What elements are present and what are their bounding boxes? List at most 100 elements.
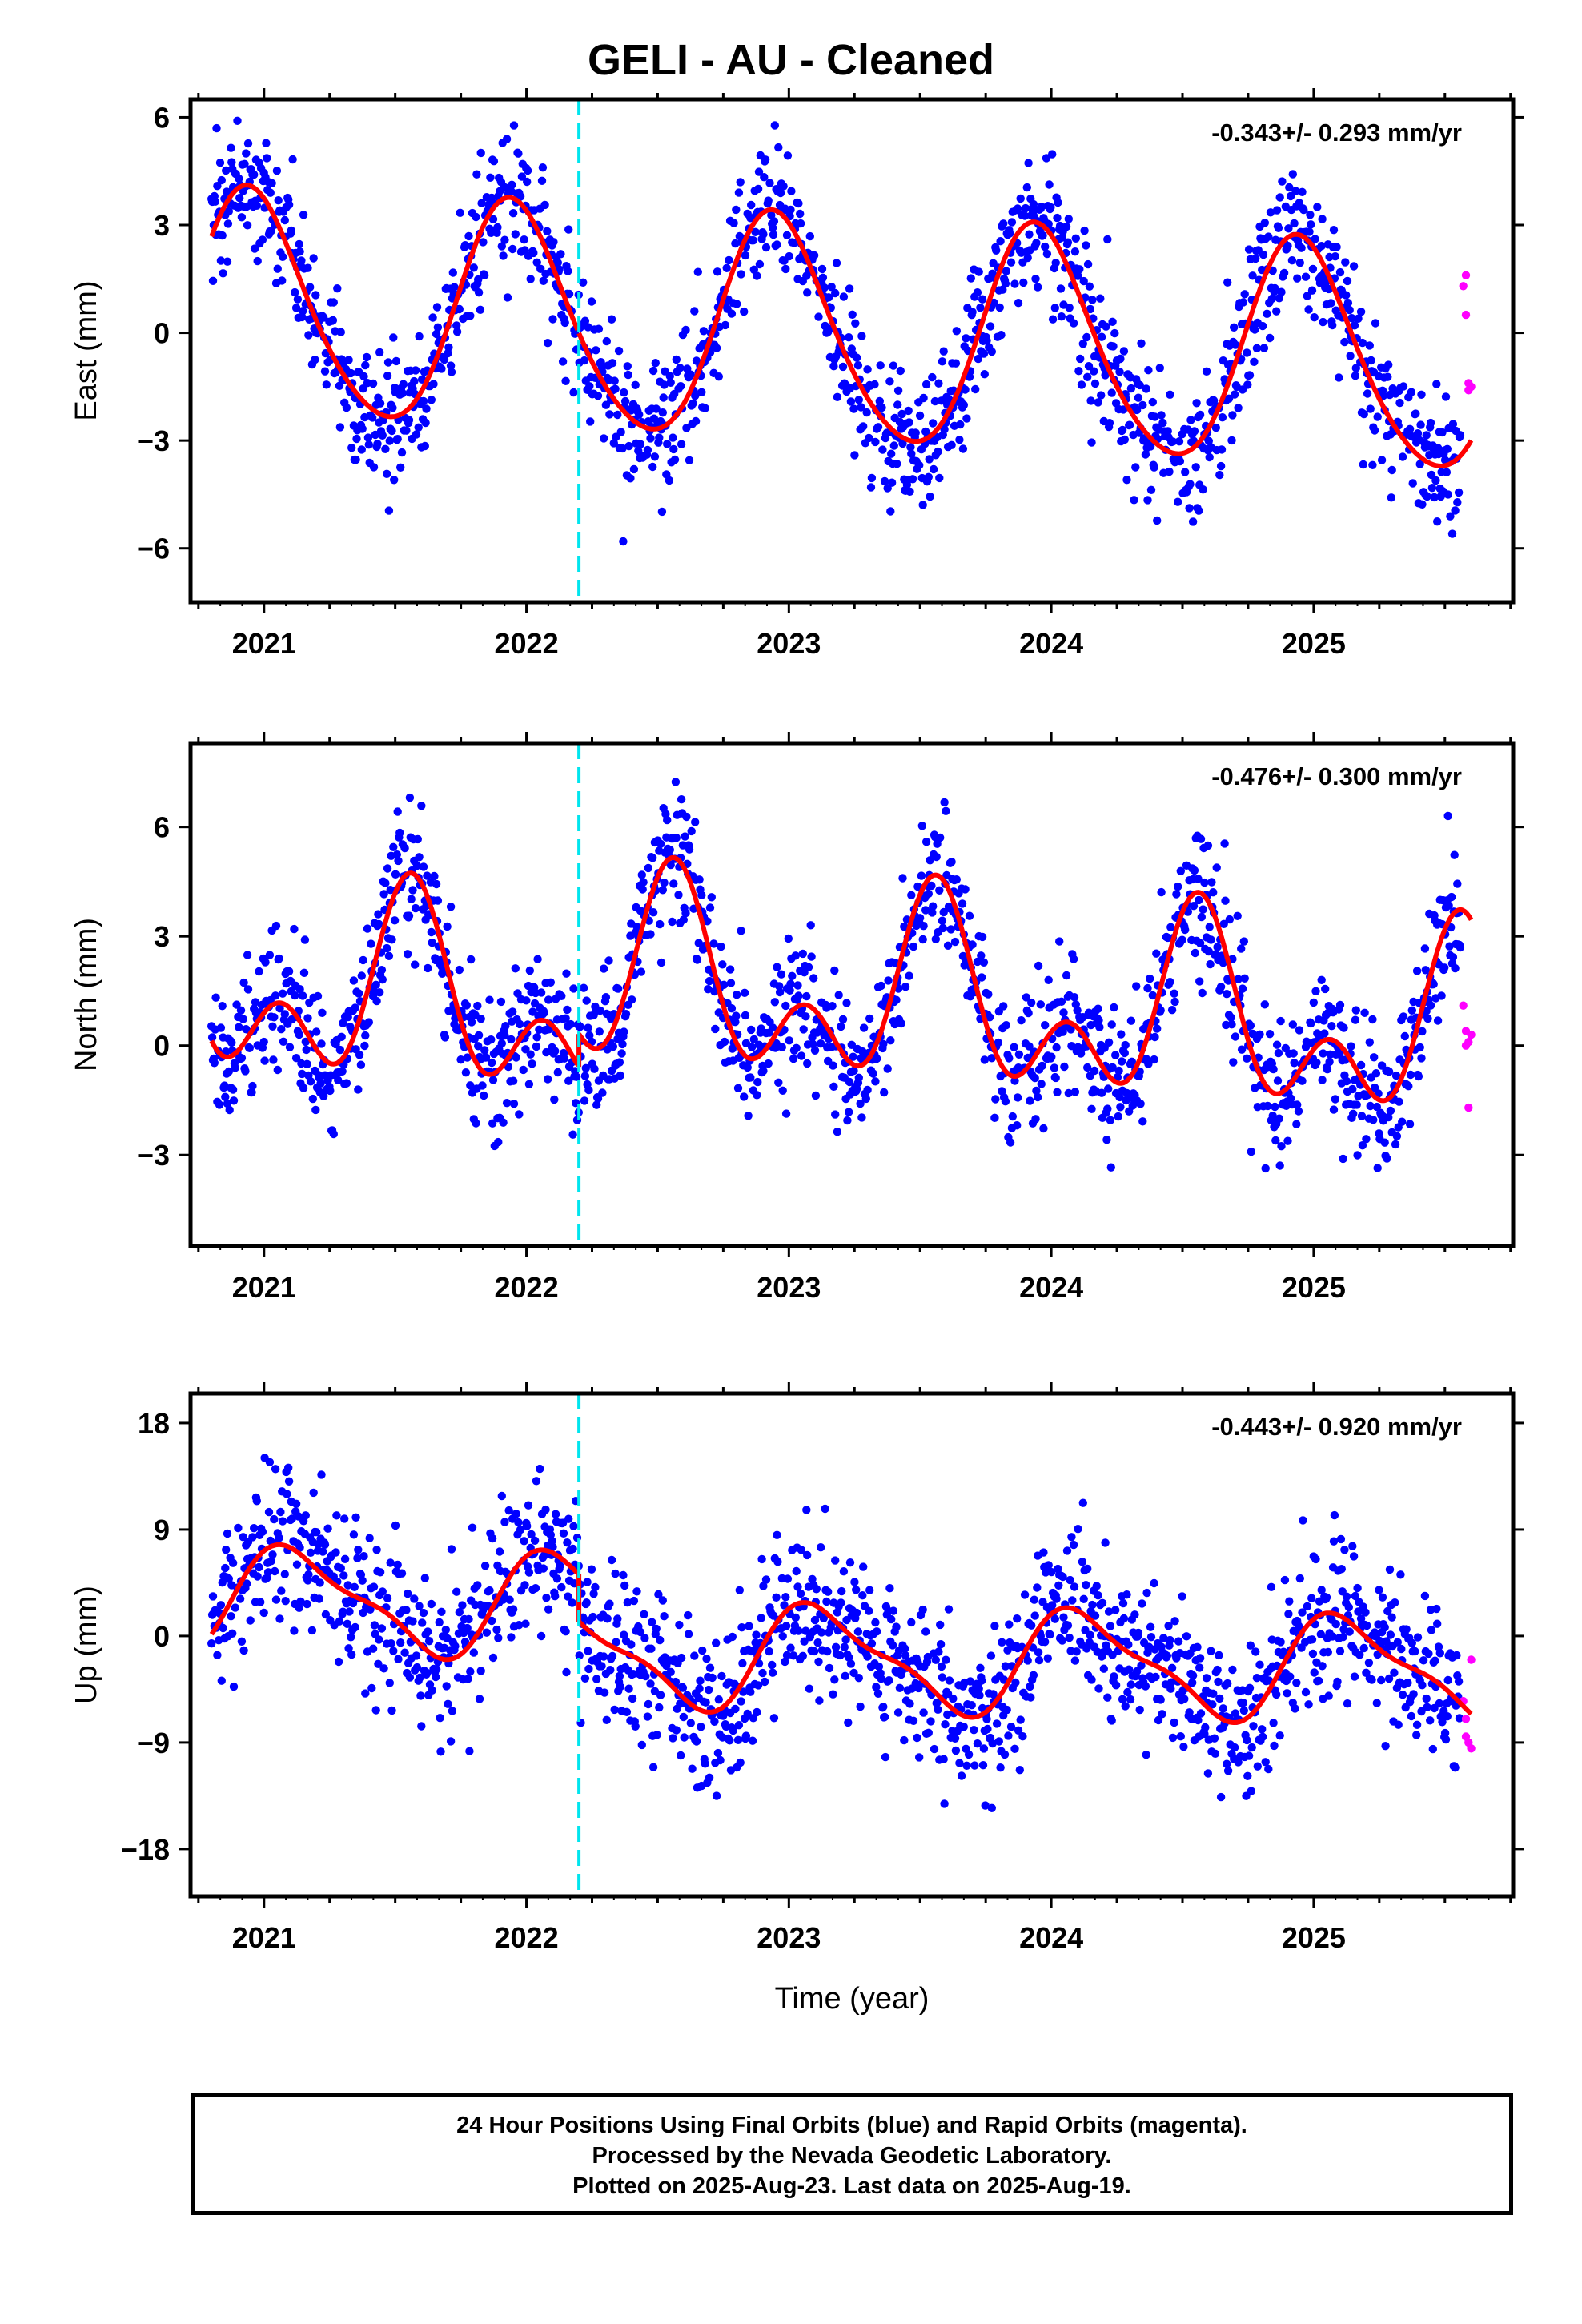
- final-orbit-point: [485, 995, 494, 1004]
- final-orbit-point: [1366, 1101, 1375, 1111]
- final-orbit-point: [791, 1613, 800, 1622]
- final-orbit-point: [845, 333, 853, 342]
- final-orbit-point: [1206, 959, 1215, 969]
- final-orbit-point: [832, 259, 841, 267]
- final-orbit-point: [271, 991, 280, 1000]
- final-orbit-point: [1286, 191, 1295, 201]
- final-orbit-point: [270, 1514, 279, 1524]
- final-orbit-point: [284, 967, 294, 976]
- final-orbit-point: [399, 380, 408, 388]
- final-orbit-point: [1245, 1683, 1255, 1692]
- final-orbit-point: [650, 452, 660, 461]
- final-orbit-point: [936, 833, 945, 842]
- final-orbit-point: [1211, 1749, 1220, 1758]
- final-orbit-point: [1316, 1630, 1326, 1639]
- final-orbit-point: [316, 1079, 325, 1088]
- final-orbit-point: [309, 254, 318, 263]
- final-orbit-point: [1181, 925, 1190, 935]
- final-orbit-point: [644, 1699, 652, 1709]
- final-orbit-point: [1340, 1546, 1349, 1554]
- final-orbit-point: [1207, 878, 1216, 887]
- final-orbit-point: [747, 1043, 757, 1051]
- final-orbit-point: [1298, 1608, 1307, 1617]
- final-orbit-point: [318, 1008, 327, 1018]
- final-orbit-point: [1153, 1024, 1162, 1033]
- final-orbit-point: [731, 1704, 740, 1714]
- final-orbit-point: [911, 428, 920, 437]
- final-orbit-point: [237, 213, 247, 222]
- final-orbit-point: [364, 440, 373, 449]
- final-orbit-point: [539, 1564, 548, 1573]
- final-orbit-point: [494, 1634, 503, 1642]
- final-orbit-point: [1052, 1594, 1061, 1603]
- final-orbit-point: [309, 1488, 318, 1498]
- final-orbit-point: [304, 1570, 313, 1579]
- final-orbit-point: [829, 1082, 838, 1092]
- final-orbit-point: [228, 1629, 237, 1638]
- final-orbit-point: [361, 360, 370, 370]
- final-orbit-point: [704, 985, 713, 994]
- final-orbit-point: [553, 1068, 562, 1077]
- final-orbit-point: [919, 922, 928, 931]
- final-orbit-point: [824, 1587, 833, 1596]
- final-orbit-point: [1451, 506, 1460, 515]
- final-orbit-point: [478, 1081, 487, 1090]
- final-orbit-point: [1111, 1681, 1121, 1690]
- final-orbit-point: [1038, 1061, 1046, 1071]
- final-orbit-point: [778, 1086, 787, 1096]
- final-orbit-point: [979, 1744, 989, 1753]
- final-orbit-point: [741, 1011, 750, 1020]
- final-orbit-point: [349, 1530, 359, 1539]
- final-orbit-point: [1156, 1695, 1165, 1704]
- final-orbit-point: [942, 806, 950, 815]
- final-orbit-point: [1168, 437, 1178, 446]
- final-orbit-point: [377, 966, 387, 975]
- final-orbit-point: [1005, 1620, 1014, 1629]
- final-orbit-point: [1138, 1599, 1146, 1608]
- final-orbit-point: [769, 217, 779, 226]
- final-orbit-point: [1446, 512, 1455, 521]
- final-orbit-point: [1407, 388, 1416, 396]
- final-orbit-point: [945, 1676, 954, 1685]
- final-orbit-point: [557, 1582, 566, 1592]
- final-orbit-point: [596, 358, 605, 367]
- final-orbit-point: [1097, 1088, 1106, 1097]
- rapid-orbit-point: [1459, 282, 1468, 291]
- final-orbit-point: [892, 1622, 901, 1631]
- final-orbit-point: [1276, 1016, 1285, 1026]
- final-orbit-point: [1026, 1682, 1034, 1691]
- final-orbit-point: [222, 1546, 231, 1554]
- final-orbit-point: [802, 991, 811, 1001]
- final-orbit-point: [1055, 937, 1064, 946]
- final-orbit-point: [564, 225, 573, 234]
- final-orbit-point: [342, 1079, 351, 1088]
- final-orbit-point: [665, 846, 674, 854]
- final-orbit-point: [1027, 998, 1036, 1007]
- final-orbit-point: [1053, 1088, 1062, 1097]
- final-orbit-point: [368, 379, 378, 388]
- final-orbit-point: [620, 388, 628, 397]
- final-orbit-point: [1443, 1675, 1452, 1685]
- final-orbit-point: [1272, 206, 1282, 215]
- final-orbit-point: [757, 1614, 765, 1622]
- final-orbit-point: [1244, 245, 1254, 254]
- final-orbit-point: [1363, 1621, 1371, 1630]
- final-orbit-point: [402, 1606, 411, 1614]
- final-orbit-point: [841, 1635, 850, 1644]
- final-orbit-point: [658, 1596, 667, 1605]
- final-orbit-point: [749, 236, 758, 245]
- final-orbit-point: [1085, 282, 1094, 291]
- final-orbit-point: [987, 1054, 997, 1063]
- final-orbit-point: [842, 999, 851, 1007]
- final-orbit-point: [701, 1698, 710, 1707]
- final-orbit-point: [1199, 905, 1207, 914]
- final-orbit-point: [1310, 313, 1319, 322]
- final-orbit-point: [303, 263, 312, 272]
- final-orbit-point: [275, 1614, 284, 1623]
- final-orbit-point: [636, 967, 646, 976]
- final-orbit-point: [961, 385, 970, 394]
- final-orbit-point: [728, 1632, 737, 1642]
- final-orbit-point: [437, 364, 446, 373]
- final-orbit-point: [1392, 1132, 1402, 1141]
